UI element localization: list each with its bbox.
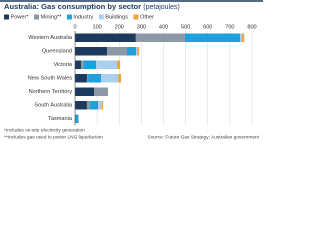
- x-tick-label: 200: [115, 24, 124, 30]
- footnote: *Includes on-site electricity generation: [4, 127, 85, 133]
- y-tick-label: South Australia: [34, 103, 73, 109]
- bar-segment: [137, 47, 140, 56]
- x-tick-label: 0: [73, 24, 76, 30]
- bar-segment: [75, 74, 87, 83]
- x-tick-label: 100: [92, 24, 101, 30]
- bar-segment: [75, 114, 76, 123]
- y-tick-label: Western Australia: [28, 35, 73, 41]
- bar-segment: [184, 33, 241, 42]
- bar-segment: [75, 101, 87, 110]
- bar-segment: [126, 47, 137, 56]
- x-tick-label: 600: [203, 24, 212, 30]
- bar-segment: [117, 60, 121, 69]
- x-tick-label: 700: [225, 24, 234, 30]
- bar-segment: [75, 114, 79, 123]
- chart-title: Australia: Gas consumption by sector (pe…: [4, 2, 180, 11]
- title-text: Australia: Gas consumption by sector: [4, 2, 141, 11]
- legend-label: Buildings: [105, 15, 128, 21]
- bar-segment: [101, 101, 104, 110]
- footnote: **Includes gas used to power LNG liquefa…: [4, 134, 103, 140]
- legend-label: Mining**: [41, 15, 63, 21]
- bar-segment: [75, 33, 136, 42]
- bar-segment: [118, 74, 122, 83]
- bar-segment: [83, 60, 97, 69]
- legend-label: Power*: [11, 15, 30, 21]
- bar-segment: [98, 101, 102, 110]
- x-tick-label: 800: [247, 24, 256, 30]
- legend-swatch: [133, 14, 139, 20]
- y-tick-label: Northern Territory: [29, 89, 73, 95]
- y-tick-label: Tasmania: [48, 116, 73, 122]
- bar-segment: [75, 87, 95, 96]
- bar-segment: [136, 47, 138, 56]
- legend-swatch: [66, 14, 72, 20]
- legend-label: Other: [140, 15, 154, 21]
- bar-segment: [90, 101, 99, 110]
- legend-label: Industry: [73, 15, 93, 21]
- chart: Australia: Gas consumption by sector (pe…: [0, 0, 263, 140]
- y-tick-label: Victoria: [53, 62, 72, 68]
- bar-segment: [86, 101, 91, 110]
- bar-segment: [96, 60, 118, 69]
- bar-segment: [135, 33, 185, 42]
- bar-segment: [75, 60, 81, 69]
- bar-segment: [240, 33, 243, 42]
- y-tick-label: New South Wales: [28, 76, 72, 82]
- legend-swatch: [98, 14, 104, 20]
- bar-segment: [242, 33, 245, 42]
- bar-segment: [75, 47, 108, 56]
- bar-segment: [107, 47, 127, 56]
- x-tick-label: 300: [137, 24, 146, 30]
- bar-segment: [94, 87, 108, 96]
- y-tick-label: Queensland: [42, 49, 72, 55]
- legend-swatch: [4, 14, 9, 20]
- x-tick-label: 500: [181, 24, 190, 30]
- legend-swatch: [34, 14, 40, 20]
- x-tick-label: 400: [159, 24, 168, 30]
- bar-segment: [86, 74, 89, 83]
- subtitle: (petajoules): [143, 4, 180, 11]
- source: Source: Future Gas Strategy; Australian …: [148, 134, 260, 140]
- bar-segment: [101, 74, 119, 83]
- bar-segment: [88, 74, 102, 83]
- bar-segment: [80, 60, 84, 69]
